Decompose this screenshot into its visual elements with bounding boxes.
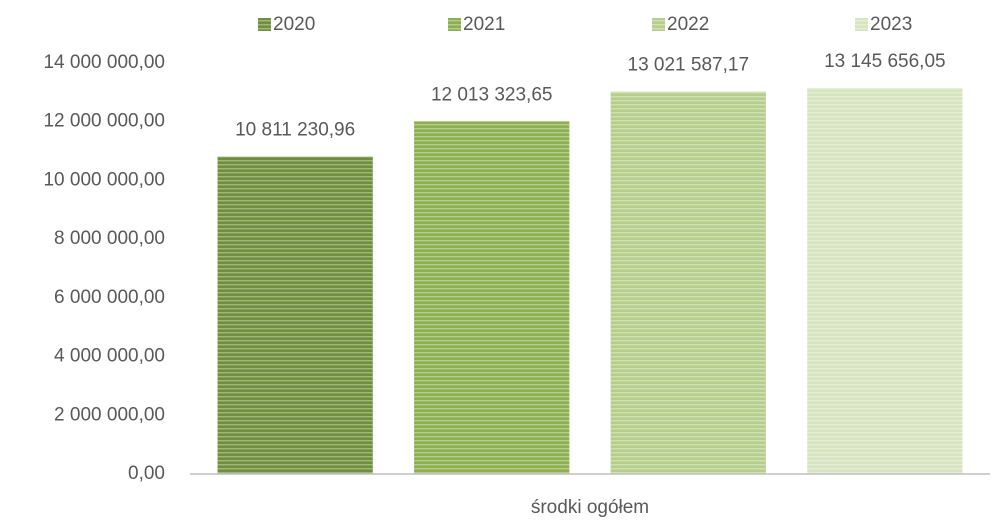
y-tick-label: 12 000 000,00	[43, 111, 165, 132]
data-label: 13 145 656,05	[824, 51, 946, 72]
y-tick-label: 6 000 000,00	[54, 287, 165, 308]
data-label: 13 021 587,17	[628, 55, 750, 76]
y-tick-label: 0,00	[128, 463, 165, 484]
y-tick-label: 10 000 000,00	[43, 169, 165, 190]
legend-swatch	[855, 18, 868, 31]
legend-swatch	[258, 18, 271, 31]
y-tick-label: 8 000 000,00	[54, 228, 165, 249]
bar	[610, 91, 766, 475]
legend-label: 2022	[667, 14, 709, 35]
legend-label: 2023	[870, 14, 912, 35]
legend-swatch	[448, 18, 461, 31]
x-tick-label: środki ogółem	[531, 497, 649, 518]
data-label: 10 811 230,96	[235, 120, 355, 141]
data-label: 12 013 323,65	[431, 84, 553, 105]
legend-label: 2020	[273, 14, 315, 35]
legend-label: 2021	[463, 14, 505, 35]
bar	[414, 121, 570, 474]
y-tick-label: 2 000 000,00	[54, 404, 165, 425]
bar	[217, 156, 373, 474]
y-tick-label: 14 000 000,00	[43, 52, 165, 73]
bar	[807, 88, 963, 474]
y-tick-label: 4 000 000,00	[54, 346, 165, 367]
legend-swatch	[652, 18, 665, 31]
